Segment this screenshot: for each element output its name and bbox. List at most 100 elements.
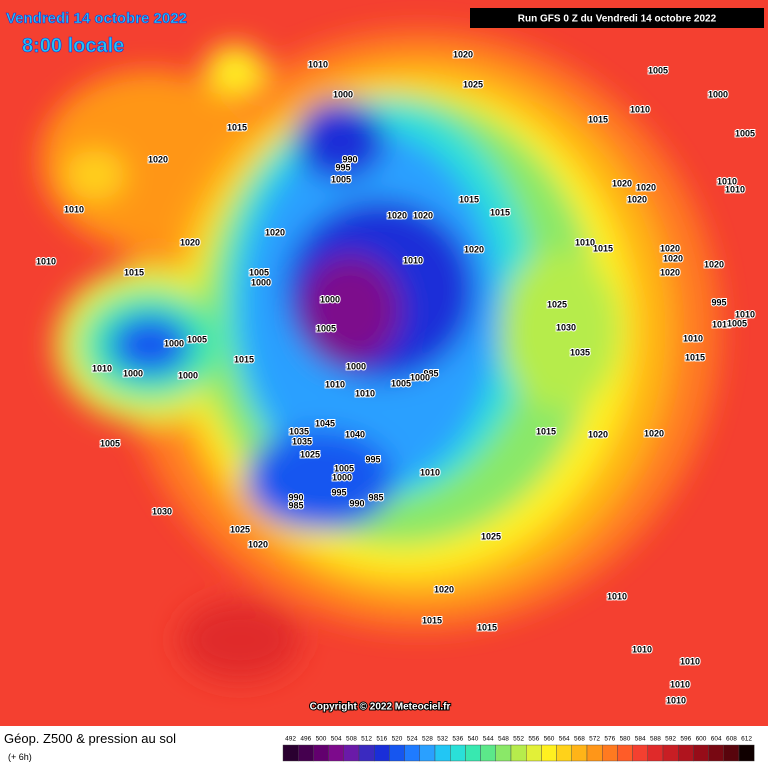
- run-box: [470, 8, 764, 28]
- scale-label: 524: [407, 736, 418, 743]
- pressure-label: 1010: [735, 309, 755, 319]
- pressure-label: 1005: [331, 174, 351, 184]
- legend-title: Géop. Z500 & pression au sol: [4, 731, 176, 746]
- scale-swatch: [541, 744, 557, 762]
- pressure-label: 995: [335, 162, 350, 172]
- scale-label: 564: [559, 736, 570, 743]
- scale-swatch: [526, 744, 542, 762]
- scale-swatch: [480, 744, 497, 762]
- pressure-label: 1005: [727, 318, 747, 328]
- pressure-label: 1020: [660, 243, 680, 253]
- scale-label: 608: [726, 736, 737, 743]
- pressure-label: 1025: [481, 531, 501, 541]
- pressure-label: 990: [288, 492, 303, 502]
- pressure-label: 1020: [627, 194, 647, 204]
- pressure-label: 1010: [575, 237, 595, 247]
- pressure-label: 1015: [227, 122, 247, 132]
- copyright: Copyright © 2022 Meteociel.fr: [310, 702, 451, 713]
- pressure-label: 1000: [708, 89, 728, 99]
- pressure-label: 1020: [588, 429, 608, 439]
- pressure-label: 1015: [422, 615, 442, 625]
- scale-swatch: [495, 744, 512, 762]
- scale-swatch: [343, 744, 360, 762]
- run-label: Run GFS 0 Z du Vendredi 14 octobre 2022: [518, 14, 717, 25]
- pressure-label: 1010: [308, 59, 328, 69]
- pressure-label: 1015: [490, 207, 510, 217]
- scale-label: 492: [285, 736, 296, 743]
- scale-label: 496: [300, 736, 311, 743]
- pressure-label: 1030: [556, 322, 576, 332]
- pressure-label: 1010: [666, 695, 686, 705]
- pressure-label: 1045: [315, 418, 335, 428]
- scale-swatch: [328, 744, 345, 762]
- pressure-label: 1015: [477, 622, 497, 632]
- pressure-label: 1020: [612, 178, 632, 188]
- pressure-label: 1020: [453, 49, 473, 59]
- scale-label: 544: [483, 736, 494, 743]
- scale-label: 584: [635, 736, 646, 743]
- scale-label: 600: [696, 736, 707, 743]
- pressure-label: 1005: [100, 438, 120, 448]
- pressure-label: 1015: [459, 194, 479, 204]
- pressure-label: 1020: [644, 428, 664, 438]
- legend-step: (+ 6h): [8, 752, 32, 762]
- pressure-label: 1000: [333, 89, 353, 99]
- pressure-label: 1020: [704, 259, 724, 269]
- pressure-label: 1005: [187, 334, 207, 344]
- pressure-label: 1010: [717, 176, 737, 186]
- pressure-label: 1010: [36, 256, 56, 266]
- scale-swatch: [632, 744, 648, 762]
- pressure-label: 1040: [345, 429, 365, 439]
- pressure-label: 1015: [124, 267, 144, 277]
- pressure-label: 1010: [403, 255, 423, 265]
- pressure-label: 1000: [410, 372, 430, 382]
- pressure-label: 1010: [725, 184, 745, 194]
- pressure-label: 990: [342, 154, 357, 164]
- scale-label: 588: [650, 736, 661, 743]
- scale-label: 512: [361, 736, 372, 743]
- scale-swatch: [404, 744, 421, 762]
- scale-label: 572: [589, 736, 600, 743]
- scale-label: 548: [498, 736, 509, 743]
- pressure-label: 1020: [660, 267, 680, 277]
- pressure-label: 1010: [680, 656, 700, 666]
- scale-label: 556: [528, 736, 539, 743]
- pressure-label: 1010: [670, 679, 690, 689]
- pressure-label: 985: [368, 492, 383, 502]
- scale-label: 612: [741, 736, 752, 743]
- scale-swatch: [282, 744, 299, 762]
- pressure-label: 1035: [570, 347, 590, 357]
- pressure-label: 1015: [536, 426, 556, 436]
- pressure-label: 1010: [712, 319, 732, 329]
- scale-swatch: [465, 744, 481, 762]
- pressure-label: 1005: [391, 378, 411, 388]
- pressure-label: 995: [711, 297, 726, 307]
- time-label: 8:00 locale: [22, 35, 124, 57]
- pressure-label: 995: [331, 487, 346, 497]
- pressure-label: 1010: [607, 591, 627, 601]
- scale-swatch: [586, 744, 603, 762]
- geopotential-field: [40, 30, 720, 680]
- scale-swatch: [510, 744, 527, 762]
- pressure-label: 1005: [249, 267, 269, 277]
- pressure-labels: 1010 1020 1005 1025 1000 1000 1010 1015 1015 1005…: [35, 48, 756, 706]
- pressure-label: 1005: [334, 463, 354, 473]
- pressure-label: 1025: [547, 299, 567, 309]
- scale-label: 532: [437, 736, 448, 743]
- pressure-label: 1015: [685, 352, 705, 362]
- scale-swatch: [450, 744, 466, 762]
- scale-swatch: [419, 744, 436, 762]
- scale-label: 536: [452, 736, 463, 743]
- scale-swatch: [571, 744, 588, 762]
- pressure-label: 1025: [463, 79, 483, 89]
- scale-label: 528: [422, 736, 433, 743]
- pressure-label: 1015: [588, 114, 608, 124]
- scale-swatch: [434, 744, 451, 762]
- scale-swatch: [678, 744, 694, 762]
- pressure-label: 1000: [332, 472, 352, 482]
- pressure-label: 1020: [148, 154, 168, 164]
- pressure-label: 1020: [464, 244, 484, 254]
- scale-swatch: [556, 744, 572, 762]
- pressure-label: 1005: [316, 323, 336, 333]
